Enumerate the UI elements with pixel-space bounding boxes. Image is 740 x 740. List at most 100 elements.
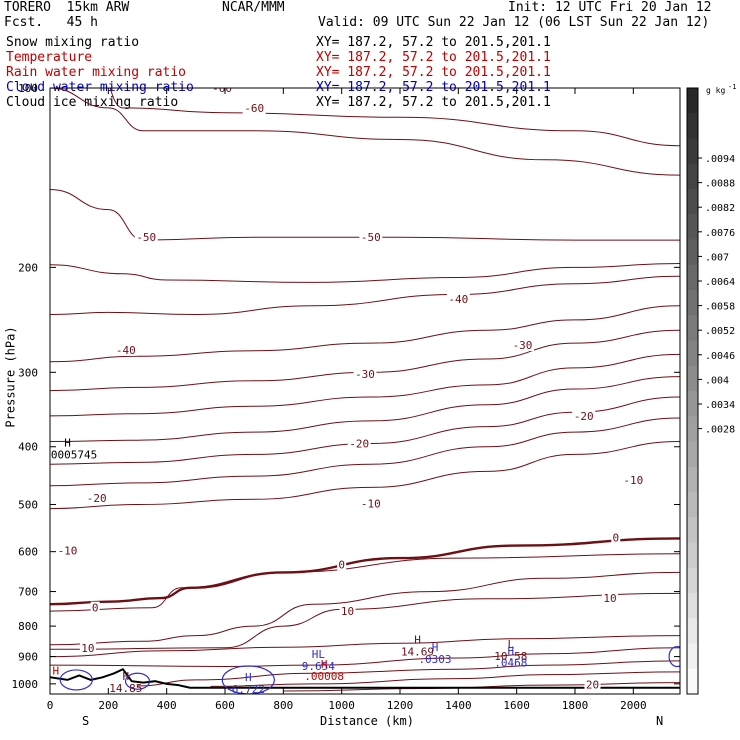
- colorbar-segment: [687, 492, 698, 518]
- header-init: Init: 12 UTC Fri 20 Jan 12: [508, 0, 712, 15]
- ylabel: Pressure (hPa): [3, 326, 18, 428]
- temperature-contour: [50, 353, 680, 417]
- x-tick-label: 400: [157, 699, 177, 712]
- plot-area: -60 -60 -50 -50 -40 -40 -30 -30 -20 -20 -20 -10 -10 -…: [38, 82, 680, 695]
- y-tick-label: 1000: [12, 678, 39, 691]
- y-tick-label: 600: [18, 546, 38, 559]
- contour-label-bg: [114, 343, 138, 356]
- temperature-contour: [50, 189, 680, 241]
- contour-label: -20: [349, 437, 369, 450]
- colorbar-segment: [687, 517, 698, 543]
- x-tick-label: 800: [273, 699, 293, 712]
- temperature-contour: [50, 592, 680, 650]
- x-tick-label: 1600: [503, 699, 530, 712]
- field-legend-xy: XY= 187.2, 57.2 to 201.5,201.1: [316, 65, 551, 80]
- temperature-contour: [50, 417, 680, 487]
- temperature-contour: [109, 88, 680, 147]
- extremum-label: L: [508, 638, 515, 651]
- colorbar-frame: [686, 87, 699, 695]
- field-legend-name: Rain water mixing ratio: [6, 65, 187, 80]
- colorbar-segment: [687, 214, 698, 240]
- colorbar-segment: [687, 542, 698, 569]
- y-tick-label: 700: [18, 586, 38, 599]
- x-tick-label: 1800: [562, 699, 589, 712]
- contour-label-bg: [611, 531, 621, 544]
- contour-label-bg: [90, 601, 100, 614]
- contour-label: -40: [116, 344, 136, 357]
- terrain-line: [50, 667, 680, 689]
- y-tick-label: 500: [18, 498, 38, 511]
- contour-label: 10: [603, 592, 616, 605]
- header-center: NCAR/MMM: [222, 0, 285, 15]
- colorbar-segment: [687, 138, 698, 165]
- colorbar-tick-label: .0088: [705, 179, 735, 190]
- temperature-contour: [50, 376, 680, 442]
- contour-label: -60: [244, 102, 264, 115]
- contour-label: -50: [136, 231, 156, 244]
- colorbar-tick-label: .0064: [705, 277, 735, 288]
- colorbar-tick-label: .004: [705, 375, 729, 386]
- extremum-value: .00008: [304, 670, 344, 683]
- y-tick-label: 900: [18, 651, 38, 664]
- colorbar-segment: [687, 391, 698, 417]
- contour-label-bg: [347, 437, 371, 450]
- xlabel: Distance (km): [320, 714, 414, 728]
- colorbar-segment: [687, 163, 698, 190]
- contour-label-bg: [337, 558, 347, 571]
- extremum-label: HL: [312, 648, 326, 661]
- extremum-value: 9.654: [302, 660, 335, 673]
- temperature-contour: [50, 635, 680, 658]
- colorbar-tick-label: .0094: [705, 154, 735, 165]
- colorbar-tick-label: .0052: [705, 326, 735, 337]
- contour-label-bg: [339, 605, 356, 618]
- temperature-contour: [50, 263, 680, 283]
- colorbar-segment: [687, 441, 698, 468]
- contour-label: -10: [623, 474, 643, 487]
- y-tick-label: 400: [18, 441, 38, 454]
- x-end-label-left: S: [82, 714, 90, 728]
- extremum-value: 10.58: [494, 650, 527, 663]
- contour-label: 20: [586, 678, 599, 691]
- contour-label: -10: [58, 544, 78, 557]
- x-tick-label: 200: [98, 699, 118, 712]
- cloud-water-contour: [59, 669, 93, 691]
- colorbar-segment: [687, 618, 698, 644]
- x-tick-label: 1200: [387, 699, 414, 712]
- x-tick-label: 1400: [445, 699, 472, 712]
- contour-label: 0: [338, 558, 345, 571]
- contour-label: -10: [361, 497, 381, 510]
- contour-label: -40: [448, 293, 468, 306]
- contour-label-bg: [446, 292, 470, 305]
- temperature-contour: [50, 441, 680, 510]
- contour-label-bg: [359, 231, 383, 244]
- contour-label-bg: [584, 678, 601, 691]
- colorbar-segment: [687, 88, 698, 114]
- plot-inner: -60 -60 -50 -50 -40 -40 -30 -30 -20 -20 -20 -10 -10 -…: [38, 82, 680, 695]
- cloud-water-contour: [668, 645, 680, 668]
- contour-label: -60: [212, 82, 232, 95]
- extremum-value: .0468: [494, 656, 527, 669]
- contour-label: 10: [81, 642, 94, 655]
- temperature-contour: [50, 537, 680, 606]
- colorbar-unit: g kg: [706, 86, 725, 95]
- contour-label-bg: [621, 474, 645, 487]
- colorbar-segment: [687, 365, 698, 392]
- field-legend-xy: XY= 187.2, 57.2 to 201.5,201.1: [316, 50, 551, 65]
- colorbar-tick-label: .0028: [705, 425, 735, 436]
- contour-label: -20: [87, 492, 107, 505]
- extremum-value: .00005745: [38, 449, 98, 462]
- colorbar-segment: [687, 593, 698, 619]
- colorbar-segment: [687, 567, 698, 594]
- extremum-label: H: [53, 665, 60, 678]
- colorbar-segment: [687, 315, 698, 341]
- colorbar-tick-label: .0046: [705, 351, 735, 362]
- colorbar-segment: [687, 668, 698, 695]
- header-valid: Valid: 09 UTC Sun 22 Jan 12 (06 LST Sun …: [318, 15, 710, 30]
- colorbar-segment: [687, 113, 698, 139]
- y-tick-label: 300: [18, 366, 38, 379]
- x-tick-label: 2000: [620, 699, 647, 712]
- extremum-label: H: [414, 633, 421, 646]
- temperature-contour: [50, 275, 680, 316]
- extremum-value: 14.85: [109, 682, 142, 695]
